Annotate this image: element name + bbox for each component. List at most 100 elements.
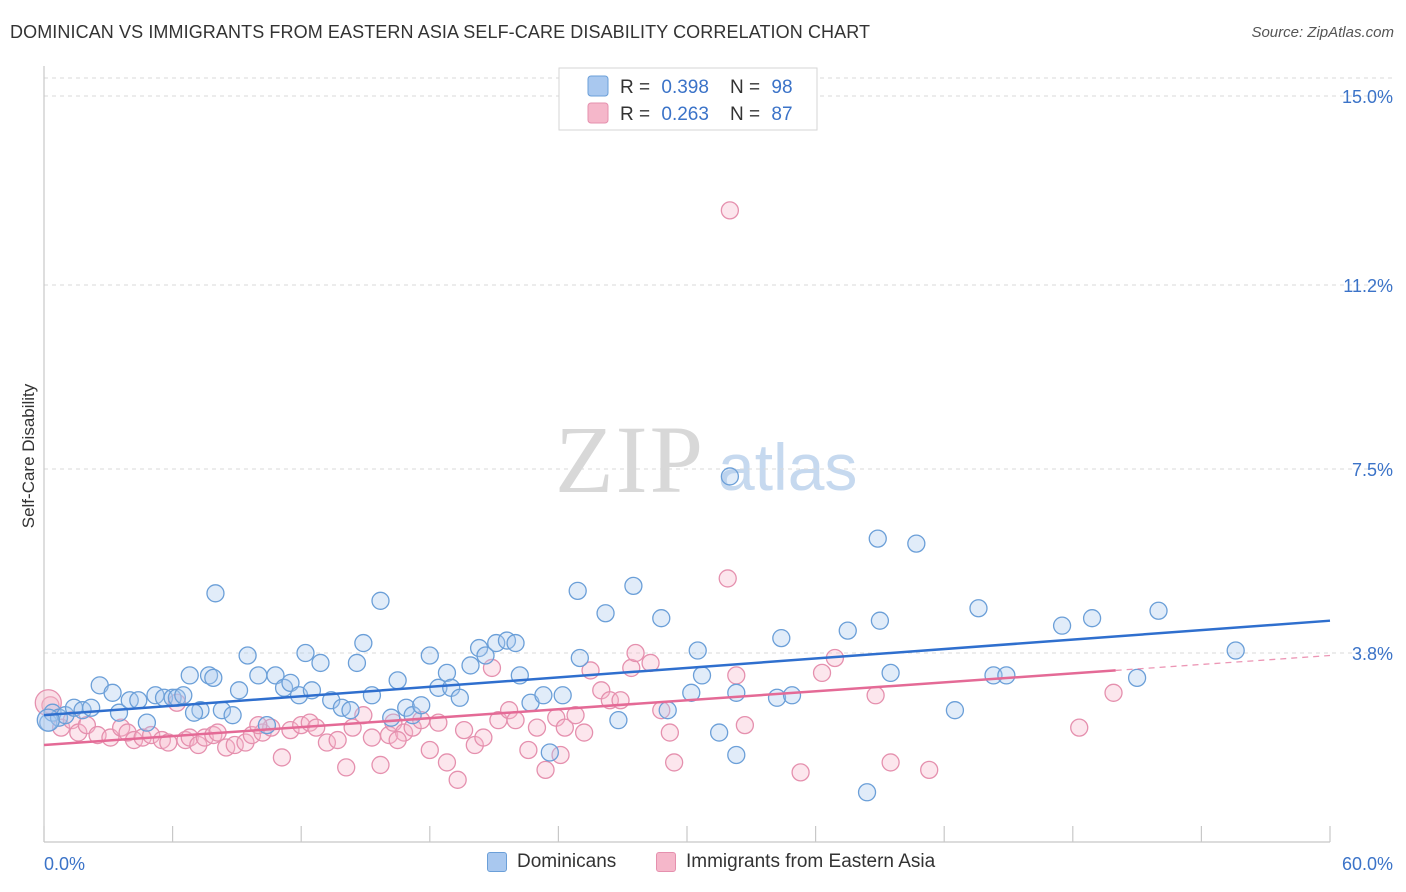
pink-point	[437, 753, 457, 772]
y-tick-label: 7.5%	[1352, 460, 1393, 480]
pink-point	[527, 718, 547, 737]
blue-point	[1082, 609, 1102, 628]
blue-point	[1226, 641, 1245, 660]
blue-point	[204, 668, 223, 688]
svg-text:N = 98: N = 98	[730, 77, 793, 98]
pink-point	[881, 753, 900, 772]
blue-trendline	[43, 619, 1331, 717]
blue-point	[710, 723, 729, 742]
blue-point	[322, 691, 341, 710]
blue-point	[782, 686, 802, 705]
pink-point	[394, 723, 414, 742]
pink-point	[474, 728, 493, 747]
blue-point	[652, 609, 671, 628]
pink-point	[454, 720, 474, 740]
pink-point	[519, 740, 538, 760]
y-tick-label: 3.8%	[1352, 644, 1393, 664]
pink-point	[727, 666, 746, 685]
blue-point	[311, 653, 330, 673]
legend-blue-swatch	[587, 75, 609, 97]
legend-pink-r-value: 0.263	[661, 104, 709, 125]
svg-text:R = 0.398: R = 0.398	[620, 77, 709, 98]
blue-point	[437, 663, 457, 683]
pink-point	[337, 758, 356, 777]
legend-blue-n-value: 98	[771, 77, 792, 98]
chart-title: DOMINICAN VS IMMIGRANTS FROM EASTERN ASI…	[10, 22, 871, 42]
blue-point	[688, 641, 707, 660]
legend-pink-n-label: N =	[730, 104, 760, 125]
blue-point	[341, 701, 360, 720]
pink-point	[920, 760, 939, 780]
pink-point	[641, 653, 660, 673]
blue-point	[382, 708, 401, 727]
blue-point	[461, 656, 480, 675]
watermark-atlas: atlas	[718, 430, 857, 504]
pink-point	[225, 735, 244, 755]
eastern-asia-label: Immigrants from Eastern Asia	[686, 851, 936, 872]
pink-point	[555, 718, 574, 737]
pink-trendline	[43, 669, 1116, 747]
legend-blue-r-value: 0.398	[661, 77, 709, 98]
pink-point	[718, 569, 737, 588]
pink-point	[1104, 683, 1123, 702]
legend-pink-swatch	[587, 102, 609, 124]
y-axis-label: Self-Care Disability	[19, 383, 38, 528]
source-label: Source: ZipAtlas.com	[1251, 24, 1394, 41]
pink-trendline-extension	[1115, 654, 1331, 672]
pink-point	[506, 711, 525, 730]
pink-point	[281, 720, 300, 740]
blue-point	[137, 713, 157, 732]
blue-point	[692, 666, 712, 685]
blue-point	[570, 648, 589, 668]
pink-point	[660, 723, 680, 742]
blue-point-cluster	[36, 708, 60, 732]
bottom-legend-eastern-asia[interactable]: Immigrants from Eastern Asia	[656, 851, 935, 873]
blue-point	[506, 633, 525, 653]
bottom-legend-dominicans[interactable]: Dominicans	[487, 851, 616, 873]
pink-point	[735, 715, 755, 735]
eastern-asia-swatch	[656, 852, 676, 872]
pink-point	[536, 760, 555, 780]
blue-point	[266, 666, 285, 685]
blue-series-points	[36, 467, 1245, 802]
pink-point	[720, 201, 740, 220]
pink-point	[791, 763, 810, 782]
blue-point	[868, 529, 887, 548]
blue-point	[682, 683, 701, 702]
blue-point	[347, 653, 367, 673]
blue-point	[727, 683, 746, 702]
blue-point	[534, 686, 553, 705]
blue-point	[624, 576, 643, 596]
blue-point	[727, 745, 746, 765]
pink-point	[566, 706, 585, 725]
x-min-label: 0.0%	[44, 854, 85, 874]
blue-point	[174, 686, 193, 705]
blue-point	[945, 701, 965, 720]
blue-point	[469, 638, 489, 658]
top-legend: R = 0.398 N = 98 R = 0.263 N = 87	[558, 67, 818, 131]
blue-point	[881, 663, 900, 683]
blue-point	[180, 666, 199, 685]
blue-point	[362, 686, 382, 705]
blue-point	[296, 643, 315, 663]
svg-text:R = 0.263: R = 0.263	[620, 104, 709, 125]
blue-point	[206, 584, 225, 603]
blue-point	[553, 686, 572, 705]
blue-point	[596, 604, 615, 623]
pink-point	[664, 753, 684, 772]
blue-point	[1052, 616, 1072, 635]
y-tick-labels: 3.8% 7.5% 11.2% 15.0%	[1342, 87, 1393, 664]
blue-point	[371, 591, 390, 610]
blue-point	[857, 783, 877, 802]
blue-point	[997, 666, 1016, 685]
pink-point	[420, 740, 439, 760]
legend-blue-n-label: N =	[730, 77, 760, 98]
blue-point	[568, 581, 587, 600]
gridlines	[44, 77, 1392, 654]
y-tick-label: 15.0%	[1342, 87, 1393, 107]
blue-point	[907, 534, 926, 553]
blue-point	[720, 467, 740, 486]
x-max-label: 60.0%	[1342, 854, 1393, 874]
pink-point	[328, 730, 347, 750]
